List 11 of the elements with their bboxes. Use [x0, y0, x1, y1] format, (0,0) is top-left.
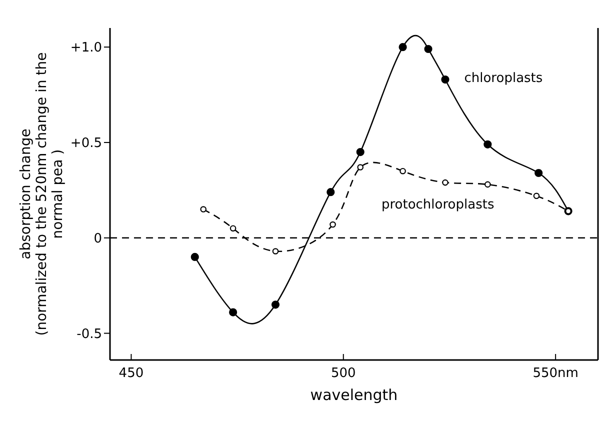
x-axis-title: wavelength — [310, 386, 398, 404]
x-tick-label: 550nm — [532, 366, 578, 382]
series-label: chloroplasts — [464, 71, 543, 86]
y-tick-label: +1.0 — [70, 40, 102, 56]
y-tick-label: +0.5 — [70, 136, 102, 152]
y-tick-label: -0.5 — [76, 326, 102, 342]
y-axis-title: absorption change (normalized to the 520nm change in the normal pea ) — [18, 52, 66, 336]
x-tick-label: 500 — [330, 366, 356, 382]
series-label: protochloroplasts — [381, 198, 494, 213]
x-tick-label: 450 — [118, 366, 144, 382]
y-tick-label: 0 — [94, 232, 102, 246]
